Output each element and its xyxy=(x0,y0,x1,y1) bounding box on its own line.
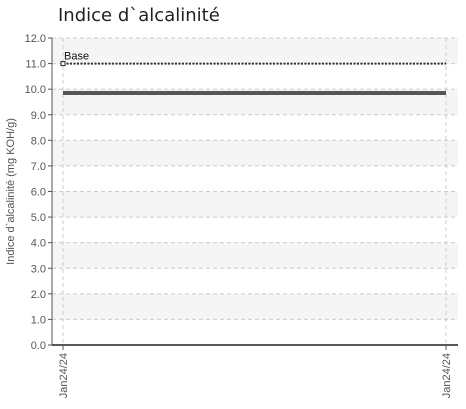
chart-title: Indice d`alcalinité xyxy=(58,5,220,26)
grid-band xyxy=(52,242,458,269)
y-tick-label: 8.0 xyxy=(31,135,46,147)
y-tick-label: 1.0 xyxy=(31,314,46,326)
y-tick-label: 2.0 xyxy=(31,289,46,301)
y-axis-label: Indice d`alcalinité (mg KOH/g) xyxy=(5,118,17,265)
y-tick-label: 12.0 xyxy=(25,33,46,45)
y-tick-label: 11.0 xyxy=(25,59,46,71)
grid-band xyxy=(52,293,458,320)
y-tick-label: 0.0 xyxy=(31,340,46,352)
annotation-base-label: Base xyxy=(64,51,89,63)
y-tick-label: 6.0 xyxy=(31,187,46,199)
y-tick-label: 3.0 xyxy=(31,263,46,275)
y-tick-label: 5.0 xyxy=(31,212,46,224)
y-tick-label: 7.0 xyxy=(31,161,46,173)
y-tick-label: 10.0 xyxy=(25,84,46,96)
grid-band xyxy=(52,38,458,64)
x-tick-label: Jan24/24 xyxy=(441,353,453,398)
y-tick-label: 9.0 xyxy=(31,110,46,122)
base-marker xyxy=(60,61,66,67)
x-tick-label: Jan24/24 xyxy=(58,353,70,398)
y-tick-label: 4.0 xyxy=(31,238,46,250)
grid-band xyxy=(52,140,458,166)
grid-band xyxy=(52,191,458,218)
